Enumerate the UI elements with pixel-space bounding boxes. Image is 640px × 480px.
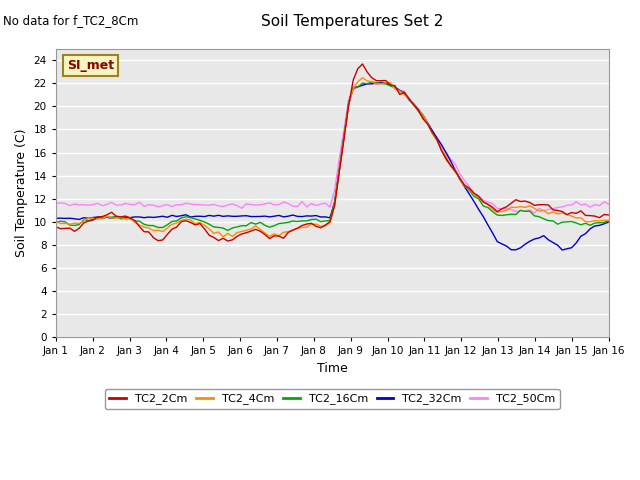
Y-axis label: Soil Temperature (C): Soil Temperature (C) [15, 129, 28, 257]
Text: No data for f_TC2_8Cm: No data for f_TC2_8Cm [3, 14, 139, 27]
Text: Soil Temperatures Set 2: Soil Temperatures Set 2 [261, 14, 443, 29]
Text: SI_met: SI_met [67, 59, 114, 72]
Legend: TC2_2Cm, TC2_4Cm, TC2_16Cm, TC2_32Cm, TC2_50Cm: TC2_2Cm, TC2_4Cm, TC2_16Cm, TC2_32Cm, TC… [105, 389, 560, 409]
X-axis label: Time: Time [317, 362, 348, 375]
